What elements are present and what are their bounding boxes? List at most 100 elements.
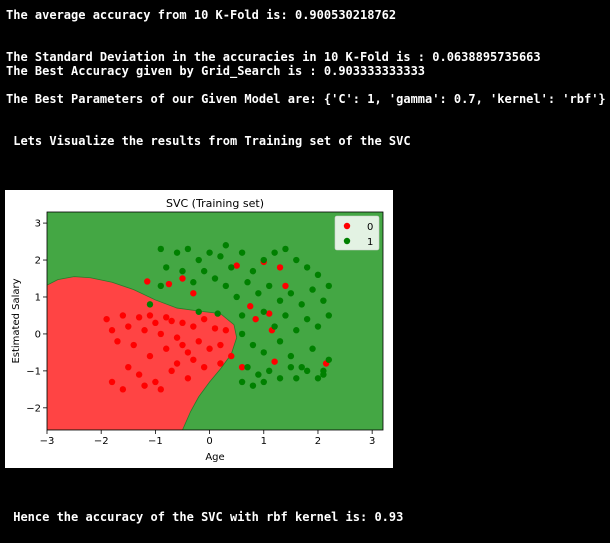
data-point-class-1 — [265, 367, 273, 375]
x-tick-label: −3 — [40, 436, 55, 447]
data-point-class-1 — [271, 323, 278, 330]
data-point-class-1 — [303, 264, 311, 271]
console-line-best-parameters: The Best Parameters of our Given Model a… — [6, 92, 606, 106]
data-point-class-1 — [173, 249, 181, 256]
data-point-class-1 — [260, 349, 267, 356]
data-point-class-1 — [309, 286, 316, 293]
data-point-class-1 — [214, 310, 221, 317]
data-point-class-1 — [303, 367, 311, 375]
data-point-class-1 — [260, 256, 267, 264]
console-line-std-deviation: The Standard Deviation in the accuracies… — [6, 50, 541, 64]
data-point-class-0 — [238, 363, 246, 371]
data-point-class-1 — [190, 279, 197, 286]
legend-marker-class-1 — [343, 237, 351, 245]
legend: 0 1 — [334, 215, 380, 251]
data-point-class-1 — [293, 327, 300, 334]
data-point-class-1 — [228, 264, 235, 271]
data-point-class-0 — [247, 303, 254, 310]
data-point-class-0 — [135, 371, 143, 378]
data-point-class-0 — [190, 356, 197, 363]
data-point-class-1 — [179, 267, 186, 275]
data-point-class-0 — [195, 338, 202, 345]
axes-frame — [46, 211, 384, 431]
y-axis-label: Estimated Salary — [11, 278, 22, 363]
legend-label-class-0: 0 — [367, 222, 373, 233]
data-point-class-1 — [238, 378, 246, 386]
data-point-class-1 — [157, 245, 165, 253]
x-tick-label: 3 — [369, 436, 375, 447]
data-point-class-1 — [309, 345, 316, 352]
data-point-class-0 — [108, 327, 116, 334]
data-point-class-1 — [238, 312, 246, 319]
data-point-class-0 — [168, 367, 175, 375]
data-point-class-0 — [217, 360, 224, 367]
data-point-class-0 — [163, 314, 170, 321]
data-point-class-0 — [146, 352, 154, 360]
data-point-class-1 — [276, 375, 284, 382]
x-tick-label: 2 — [315, 436, 321, 447]
y-tick-label: −2 — [26, 403, 41, 414]
data-point-class-0 — [125, 363, 132, 371]
data-point-class-0 — [168, 317, 175, 325]
data-point-class-1 — [298, 363, 305, 371]
y-tick-label: −1 — [26, 366, 41, 377]
data-point-class-0 — [233, 262, 240, 269]
console-line-final-accuracy: Hence the accuracy of the SVC with rbf k… — [6, 510, 404, 524]
x-tick-label: 1 — [261, 436, 267, 447]
data-point-class-1 — [222, 282, 230, 290]
data-point-class-1 — [244, 279, 251, 286]
data-point-class-0 — [222, 327, 230, 334]
data-point-class-0 — [211, 325, 219, 332]
region-class-0 — [47, 276, 238, 430]
data-point-class-0 — [135, 314, 143, 321]
data-point-class-0 — [228, 352, 235, 360]
data-point-class-0 — [125, 323, 132, 330]
data-point-class-1 — [249, 382, 257, 389]
data-point-class-0 — [265, 310, 273, 317]
data-point-class-1 — [287, 352, 295, 360]
svc-scatter-plot: −3 −2 −1 0 1 2 3 −2 −1 0 1 2 3 SVC (Training set) A… — [5, 190, 393, 468]
data-point-class-0 — [130, 341, 137, 349]
data-point-class-0 — [190, 290, 197, 297]
x-axis-ticks: −3 −2 −1 0 1 2 3 — [40, 430, 375, 447]
legend-marker-class-0 — [343, 222, 351, 230]
data-point-class-0 — [282, 282, 289, 290]
data-point-class-0 — [173, 360, 181, 367]
data-point-class-0 — [144, 278, 151, 285]
data-point-class-0 — [108, 378, 116, 386]
y-tick-label: 0 — [35, 329, 41, 340]
data-point-class-0 — [114, 338, 121, 345]
data-point-class-1 — [260, 308, 267, 315]
data-point-class-0 — [157, 386, 165, 393]
data-point-class-1 — [206, 249, 213, 256]
data-point-class-1 — [325, 312, 333, 319]
console-line-best-accuracy: The Best Accuracy given by Grid_Search i… — [6, 64, 426, 78]
data-point-class-0 — [190, 323, 197, 330]
legend-label-class-1: 1 — [367, 237, 373, 248]
data-point-class-1 — [211, 275, 219, 282]
data-point-class-1 — [287, 363, 295, 371]
data-point-class-0 — [252, 315, 259, 323]
data-point-class-1 — [271, 249, 278, 256]
data-point-class-0 — [152, 319, 159, 327]
data-point-class-0 — [200, 363, 208, 371]
y-tick-label: 2 — [35, 256, 41, 267]
data-point-class-0 — [141, 327, 148, 334]
data-point-class-0 — [152, 378, 159, 386]
chart-title: SVC (Training set) — [166, 197, 264, 210]
data-point-class-0 — [165, 280, 173, 288]
data-point-class-0 — [200, 315, 208, 323]
data-point-class-1 — [287, 290, 295, 297]
data-point-class-1 — [314, 375, 322, 382]
data-point-class-0 — [206, 345, 213, 352]
data-point-class-0 — [103, 315, 110, 323]
data-point-class-1 — [314, 323, 322, 330]
data-point-class-1 — [265, 282, 273, 290]
y-axis-ticks: −2 −1 0 1 2 3 — [26, 219, 47, 414]
data-point-class-0 — [271, 358, 278, 365]
x-tick-label: −1 — [148, 436, 163, 447]
data-point-class-0 — [179, 275, 186, 282]
data-point-class-1 — [293, 375, 300, 382]
data-point-class-0 — [119, 386, 127, 393]
data-point-class-1 — [184, 245, 192, 253]
